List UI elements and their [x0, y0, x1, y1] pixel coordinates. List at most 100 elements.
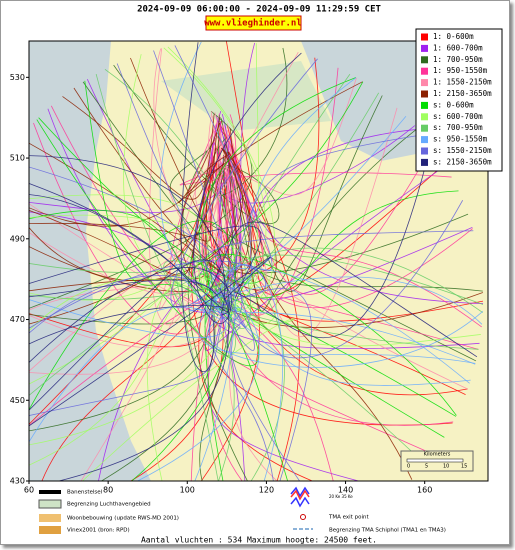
scale-title: Kilometers: [424, 452, 451, 458]
flight-track: [170, 58, 318, 309]
flight-track: [84, 80, 219, 317]
legend-swatch: [421, 56, 428, 64]
scale-label: 5: [425, 464, 428, 470]
key-label: 20 Ke 35 Ke: [329, 494, 353, 499]
map-border: [28, 40, 489, 482]
flight-track: [229, 128, 418, 312]
legend-swatch: [421, 158, 428, 166]
flight-track: [29, 183, 213, 310]
title: 2024-09-09 06:00:00 - 2024-09-09 11:29:5…: [137, 5, 381, 15]
flight-track: [227, 77, 357, 290]
flight-track: [217, 119, 445, 296]
flight-track: [29, 267, 232, 364]
flight-track: [235, 287, 426, 465]
flight-track: [228, 134, 473, 300]
flight-track: [209, 288, 312, 481]
legend: 1: 0-600m 1: 600-700m 1: 700-950m 1: 950-15…: [415, 28, 503, 172]
legend-swatch: [421, 147, 428, 155]
flight-track: [29, 259, 231, 411]
flight-track: [29, 260, 266, 329]
legend-label: 1: 700-950m: [433, 55, 483, 64]
flight-track: [217, 153, 482, 328]
x-tick-label: 160: [417, 486, 432, 495]
flight-track: [208, 221, 478, 358]
legend-swatch: [421, 79, 428, 87]
flight-track: [179, 164, 452, 186]
scale-label: 0: [407, 464, 410, 470]
flight-track: [218, 77, 357, 196]
flight-track: [208, 306, 274, 481]
flight-track: [212, 129, 433, 295]
legend-swatch: [421, 44, 428, 52]
key-label: Begrenzing TMA Schiphol (TMA1 en TMA3): [329, 528, 446, 534]
flight-track: [56, 299, 230, 481]
flight-track: [146, 277, 220, 481]
flight-track: [33, 122, 220, 335]
flight-track: [191, 148, 453, 426]
flight-track: [192, 276, 483, 325]
flight-track: [29, 151, 228, 242]
footer: Aantal vluchten : 534 Maximum hoogte: 24…: [141, 536, 377, 545]
legend-swatch: [421, 136, 428, 144]
flight-track: [169, 124, 434, 455]
flight-track: [159, 41, 224, 308]
flight-track: [29, 299, 227, 338]
flight-track: [221, 134, 423, 297]
map-view: 2024-09-09 06:00:00 - 2024-09-09 11:29:5…: [10, 5, 503, 545]
legend-label: s: 600-700m: [433, 112, 483, 121]
legend-swatch: [421, 124, 428, 132]
flight-track: [29, 168, 243, 349]
key-label: TMA exit point: [328, 515, 369, 521]
flight-track: [215, 115, 419, 236]
scale-bar: Kilometers 0 5 10 15: [400, 450, 474, 472]
flight-track: [234, 190, 459, 299]
flight-tracks: [29, 41, 484, 481]
flight-track: [209, 267, 470, 384]
y-tick-label: 450: [10, 396, 25, 405]
flight-track: [233, 144, 432, 339]
flight-track: [29, 279, 219, 298]
flight-track: [29, 134, 222, 295]
flight-track: [29, 155, 226, 314]
flight-track: [169, 147, 477, 362]
flight-track: [62, 96, 215, 200]
flight-track: [212, 311, 301, 481]
flight-track: [29, 266, 234, 396]
flight-track: [215, 264, 284, 481]
flight-track: [29, 256, 213, 385]
legend-swatch: [421, 67, 428, 75]
flight-track: [229, 200, 464, 359]
x-tick-label: 140: [338, 486, 353, 495]
flight-track: [223, 141, 300, 481]
x-tick-label: 80: [103, 486, 113, 495]
scale-label: 10: [443, 464, 449, 470]
flight-track: [29, 112, 229, 311]
key-label: Woonbebouwing (update RWS-MD 2001): [67, 516, 179, 522]
flight-track: [178, 81, 363, 204]
flight-track: [222, 254, 484, 305]
flight-track: [163, 47, 267, 306]
y-tick-label: 510: [10, 154, 25, 163]
site-link: www.vlieghinder.nl: [204, 18, 302, 29]
flight-track: [153, 50, 255, 351]
flight-track: [204, 230, 474, 292]
flight-track: [226, 129, 278, 481]
key-label: Vinex2001 (bron: RPD): [67, 528, 130, 534]
legend-label: s: 1550-2150m: [433, 146, 492, 155]
legend-label: s: 700-950m: [433, 123, 483, 132]
legend-swatch: [421, 33, 428, 41]
x-tick-label: 60: [24, 486, 34, 495]
flight-track: [104, 69, 252, 329]
flight-track: [29, 286, 233, 466]
legend-box: [415, 28, 503, 172]
key-label: Begrenzing Luchthavengebied: [67, 502, 151, 508]
flight-track: [29, 225, 262, 299]
flight-track: [193, 52, 302, 324]
legend-label: 1: 950-1550m: [433, 66, 488, 75]
flight-track: [29, 147, 217, 292]
flight-track: [207, 311, 484, 368]
flight-track: [29, 214, 277, 325]
legend-swatch: [421, 101, 428, 109]
flight-track: [153, 48, 228, 251]
